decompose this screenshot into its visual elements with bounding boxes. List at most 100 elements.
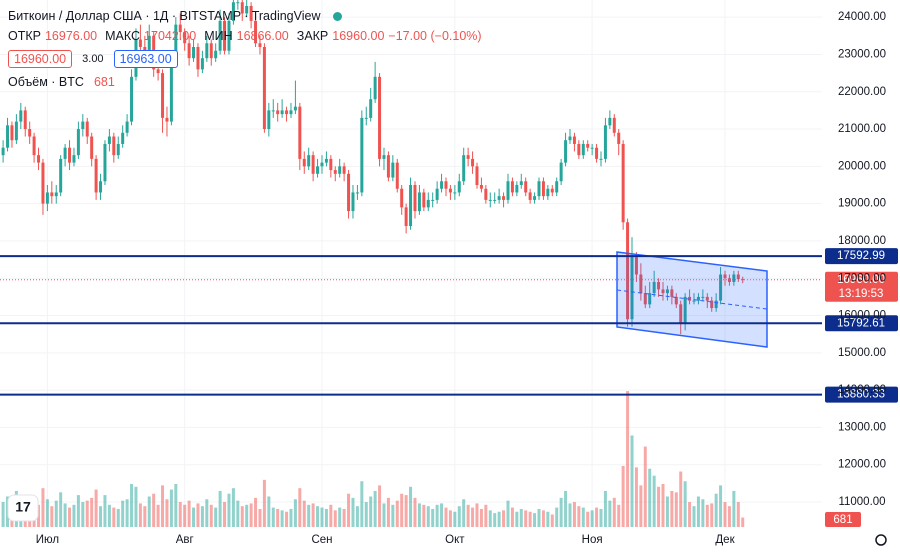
- volume-bar: [138, 503, 142, 527]
- volume-bar: [267, 496, 271, 527]
- volume-bar: [329, 504, 333, 527]
- candle-body: [107, 136, 111, 144]
- candle-body: [156, 69, 160, 74]
- candle-body: [307, 155, 311, 167]
- candle-body: [249, 5, 253, 21]
- candle-body: [90, 136, 94, 159]
- volume-bar: [59, 492, 63, 527]
- volume-bar: [736, 502, 740, 527]
- candle-body: [285, 110, 289, 115]
- volume-bar: [231, 488, 235, 527]
- volume-bar: [76, 495, 80, 527]
- volume-bar: [595, 507, 599, 527]
- candle-body: [178, 24, 182, 33]
- ohlc-label: МАКС: [105, 29, 141, 43]
- volume-bar: [249, 503, 253, 527]
- x-tick-label: Сен: [311, 534, 332, 546]
- volume-bar: [475, 503, 479, 527]
- candle-body: [68, 147, 72, 163]
- volume-bar: [152, 493, 156, 527]
- volume-bar: [603, 490, 607, 527]
- candle-body: [471, 158, 475, 167]
- candle-body: [661, 289, 665, 294]
- candle-body: [373, 76, 377, 100]
- volume-bar: [54, 500, 58, 527]
- candle-body: [37, 155, 41, 163]
- candle-body: [280, 110, 284, 115]
- volume-bar: [116, 508, 120, 527]
- volume-bar: [519, 508, 523, 527]
- volume-bar: [351, 497, 355, 527]
- candle-body: [254, 20, 258, 44]
- candle-body: [484, 188, 488, 200]
- candle-body: [515, 184, 519, 193]
- volume-bar: [723, 502, 727, 527]
- volume-bar: [45, 499, 49, 527]
- volume-bar: [537, 508, 541, 527]
- volume-bar: [665, 496, 669, 527]
- bid[interactable]: 16960.00: [8, 50, 73, 68]
- volume-bar: [586, 511, 590, 527]
- volume-bar: [192, 507, 196, 527]
- volume-bar: [395, 500, 399, 527]
- legend: Биткоин / Доллар США · 1Д · BITSTAMP · T…: [8, 6, 482, 92]
- ohlc-value: 16866.00: [236, 29, 289, 43]
- volume-bar: [621, 465, 625, 527]
- y-tick-label: 19000.00: [838, 198, 886, 210]
- ohlc-label: ЗАКР: [296, 29, 329, 43]
- last-price-label: 16960.00: [837, 274, 885, 286]
- volume-bar: [391, 504, 395, 527]
- candle-body: [404, 207, 408, 227]
- volume-bar: [546, 511, 550, 527]
- candle-body: [169, 58, 173, 122]
- volume-bar: [156, 504, 160, 527]
- candle-body: [262, 46, 266, 130]
- settings-icon[interactable]: [875, 534, 887, 546]
- volume-bar: [502, 510, 506, 527]
- y-tick-label: 11000.00: [838, 496, 885, 508]
- volume-bar: [147, 496, 151, 527]
- ask[interactable]: 16963.00: [113, 50, 178, 68]
- volume-bar: [453, 511, 457, 527]
- volume-bar: [298, 488, 302, 527]
- candle-body: [683, 296, 687, 323]
- candle-body: [258, 43, 262, 47]
- volume-bar: [205, 499, 209, 527]
- candle-body: [200, 58, 204, 70]
- volume-bar: [608, 500, 612, 527]
- volume-bar: [524, 510, 528, 527]
- candle-body: [581, 143, 585, 156]
- volume-bar: [462, 499, 466, 527]
- volume-bar: [196, 503, 200, 527]
- candle-body: [174, 24, 178, 59]
- volume-bar: [271, 507, 275, 527]
- volume-bar: [311, 503, 315, 527]
- volume-bar: [599, 508, 603, 527]
- x-tick-label: Июл: [36, 534, 59, 546]
- volume-bar: [342, 508, 346, 527]
- level-label: 17592.99: [837, 250, 885, 262]
- y-tick-label: 21000.00: [838, 123, 886, 135]
- y-tick-label: 17000.00: [838, 272, 886, 284]
- candle-body: [63, 147, 67, 159]
- candle-body: [435, 188, 439, 200]
- volume-bar: [355, 506, 359, 527]
- candle-body: [696, 296, 700, 301]
- volume-bar: [510, 507, 514, 527]
- candle-body: [19, 110, 23, 122]
- volume-bar: [143, 506, 147, 527]
- volume-bar: [338, 507, 342, 527]
- volume-bar: [360, 481, 364, 527]
- candle-body: [121, 132, 125, 144]
- volume-bar: [612, 497, 616, 527]
- y-tick-label: 16000.00: [838, 310, 886, 322]
- candle-body: [577, 143, 581, 156]
- volume-bar: [130, 484, 134, 527]
- ohlc-value: 16960.00: [332, 29, 385, 43]
- volume-bar: [72, 504, 76, 527]
- candle-body: [316, 166, 320, 174]
- volume-bar: [674, 492, 678, 527]
- candle-body: [360, 117, 364, 193]
- volume-bar: [236, 500, 240, 527]
